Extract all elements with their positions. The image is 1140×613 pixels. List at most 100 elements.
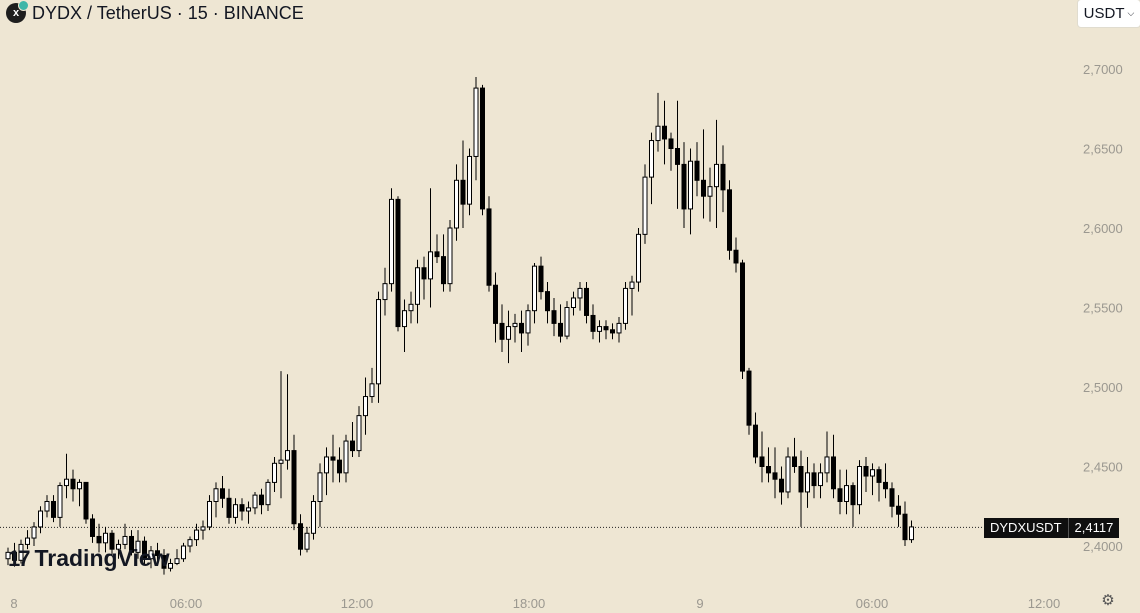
candle-body <box>174 558 180 564</box>
candle-body <box>441 256 446 285</box>
candle-body <box>577 287 583 299</box>
candle-body <box>421 267 427 280</box>
currency-button[interactable]: USDT ⌵ <box>1078 0 1140 27</box>
candle-body <box>623 287 628 324</box>
candle-body <box>304 532 310 550</box>
candle-body <box>252 494 258 509</box>
candle-body <box>759 456 765 467</box>
candle-body <box>512 322 518 328</box>
candle-body <box>369 383 375 398</box>
candle-body <box>766 466 771 474</box>
candle-body <box>402 310 407 328</box>
candle-body <box>311 500 316 534</box>
candle-body <box>538 265 544 293</box>
x-tick-label: 18:00 <box>513 596 546 611</box>
candle-body <box>298 523 303 550</box>
candle-body <box>727 189 732 251</box>
candle-body <box>545 291 550 312</box>
tradingview-logo[interactable]: 17 TradingView <box>8 545 170 572</box>
candle-body <box>246 507 251 512</box>
candle-body <box>740 262 745 372</box>
candle-body <box>38 510 43 528</box>
candle-body <box>291 450 297 525</box>
x-tick-label: 06:00 <box>170 596 203 611</box>
candle-body <box>779 478 784 493</box>
candle-body <box>207 500 212 528</box>
candle-body <box>798 466 804 493</box>
candle-body <box>129 535 134 553</box>
candle-body <box>428 251 433 280</box>
candle-body <box>720 163 726 191</box>
candle-body <box>876 469 882 483</box>
candle-body <box>376 299 381 385</box>
candle-body <box>603 326 609 331</box>
candle-body <box>597 326 602 332</box>
candle-body <box>571 297 576 308</box>
candle-body <box>863 466 869 477</box>
candle-body <box>642 176 648 235</box>
chart-header: x DYDX / TetherUS · 15 · BINANCE <box>6 0 304 24</box>
candle-body <box>317 472 323 502</box>
candle-body <box>239 504 245 512</box>
candle-body <box>707 186 713 197</box>
y-tick-label: 2,6000 <box>1083 221 1123 236</box>
chart-title[interactable]: DYDX / TetherUS · 15 · BINANCE <box>32 2 304 23</box>
candle-body <box>746 370 752 426</box>
candle-body <box>506 326 511 340</box>
candle-body <box>629 281 635 289</box>
y-tick-label: 2,4000 <box>1083 539 1123 554</box>
candle-body <box>415 267 420 305</box>
candle-body <box>350 440 355 452</box>
y-tick-label: 2,5000 <box>1083 380 1123 395</box>
y-tick-label: 2,4500 <box>1083 460 1123 475</box>
candle-body <box>714 163 719 188</box>
candle-body <box>857 466 862 506</box>
candle-body <box>844 485 849 502</box>
candle-body <box>343 440 349 474</box>
candle-body <box>655 125 661 142</box>
candle-body <box>116 543 121 550</box>
candle-body <box>467 155 472 205</box>
candle-body <box>909 526 914 541</box>
candle-body <box>135 540 141 553</box>
price-tag-symbol: DYDXUSDT <box>984 518 1068 538</box>
candle-body <box>434 251 440 258</box>
candle-body <box>694 160 700 181</box>
candle-body <box>701 179 706 197</box>
candle-body <box>753 424 758 458</box>
candle-body <box>194 529 199 541</box>
candle-body <box>70 478 76 490</box>
candle-body <box>395 198 401 328</box>
y-tick-label: 2,6500 <box>1083 142 1123 157</box>
candle-body <box>382 283 388 301</box>
candle-body <box>454 179 459 229</box>
candle-body <box>681 163 687 210</box>
candle-body <box>155 550 160 557</box>
candle-body <box>109 532 115 550</box>
candle-body <box>811 472 817 487</box>
dydx-icon[interactable]: x <box>6 0 29 23</box>
candle-body <box>532 265 537 312</box>
candle-body <box>337 459 342 474</box>
candle-body <box>83 481 89 520</box>
candle-body <box>64 478 69 487</box>
candle-body <box>168 562 173 569</box>
y-tick-label: 2,5500 <box>1083 301 1123 316</box>
x-tick-label: 9 <box>696 596 703 611</box>
candle-body <box>792 456 797 467</box>
candle-body <box>226 497 232 518</box>
candle-body <box>616 322 622 334</box>
candle-body <box>103 532 108 544</box>
candle-body <box>96 535 102 544</box>
settings-icon[interactable]: ⚙ <box>1101 592 1115 609</box>
candle-body <box>499 322 505 340</box>
candle-body <box>25 537 30 545</box>
candle-body <box>77 481 82 490</box>
chevron-down-icon: ⌵ <box>1127 8 1135 18</box>
candle-body <box>187 539 193 547</box>
candle-body <box>473 87 479 157</box>
candle-body <box>18 543 24 561</box>
candle-body <box>142 540 147 560</box>
candle-body <box>493 284 498 324</box>
